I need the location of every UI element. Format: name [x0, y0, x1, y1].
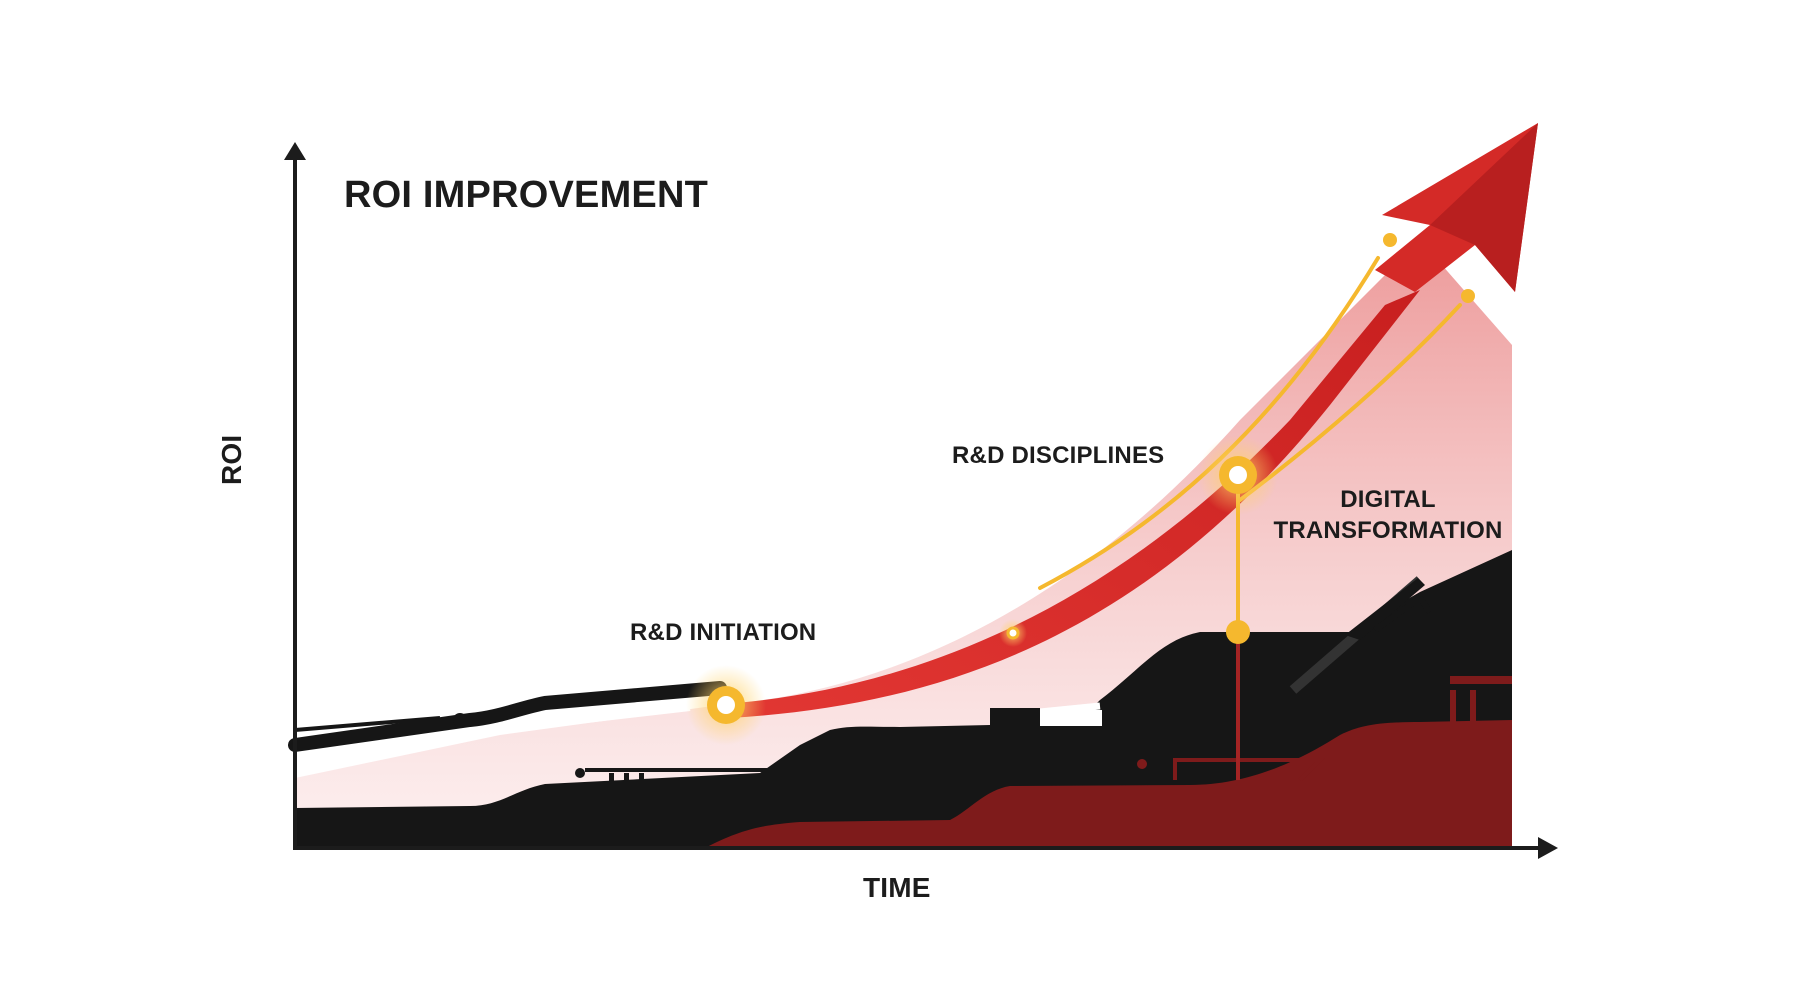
terrain-dot-left: [575, 768, 585, 778]
base-curve-dot: [453, 713, 467, 727]
milestone-label-transformation: DIGITAL TRANSFORMATION: [1273, 486, 1503, 544]
milestone-label-disciplines: R&D DISCIPLINES: [952, 442, 1165, 469]
pier-2: [624, 773, 629, 793]
terrain-step: [990, 708, 1040, 726]
terrain-slot: [1040, 710, 1102, 726]
y-axis-label: ROI: [216, 434, 247, 485]
milestone-connector-node-icon: [1226, 620, 1250, 644]
terrain-black: [295, 550, 1512, 848]
structure-beam: [1450, 676, 1512, 684]
curve-dot-small: [1006, 626, 1020, 640]
base-curve-black: [288, 681, 727, 752]
trend-arrow-shadow: [1430, 123, 1538, 292]
crane-bracket: [1373, 593, 1433, 633]
base-curve-white-inner: [294, 716, 441, 732]
milestone-disciplines-node-core: [1229, 466, 1247, 484]
pier-3: [639, 773, 644, 793]
milestone-label-initiation: R&D INITIATION: [630, 619, 817, 646]
y-axis-arrow-icon: [284, 142, 306, 160]
pier-1: [609, 773, 614, 793]
terrain-dark-red: [705, 720, 1512, 848]
milestone-initiation-node-core: [717, 696, 735, 714]
terrain-red-outline: [1173, 758, 1325, 782]
x-axis-label: TIME: [863, 872, 931, 903]
road-line-left: [294, 705, 691, 758]
gold-streak-1-dot: [1383, 233, 1397, 247]
terrain-dot-red: [1137, 759, 1147, 769]
structure-post-1: [1450, 690, 1456, 725]
crane-top: [1345, 578, 1425, 640]
x-axis-arrow-icon: [1538, 837, 1558, 859]
gold-streak-2-dot: [1461, 289, 1475, 303]
structure-post-2: [1470, 690, 1476, 725]
diagram-title: ROI IMPROVEMENT: [344, 174, 709, 216]
